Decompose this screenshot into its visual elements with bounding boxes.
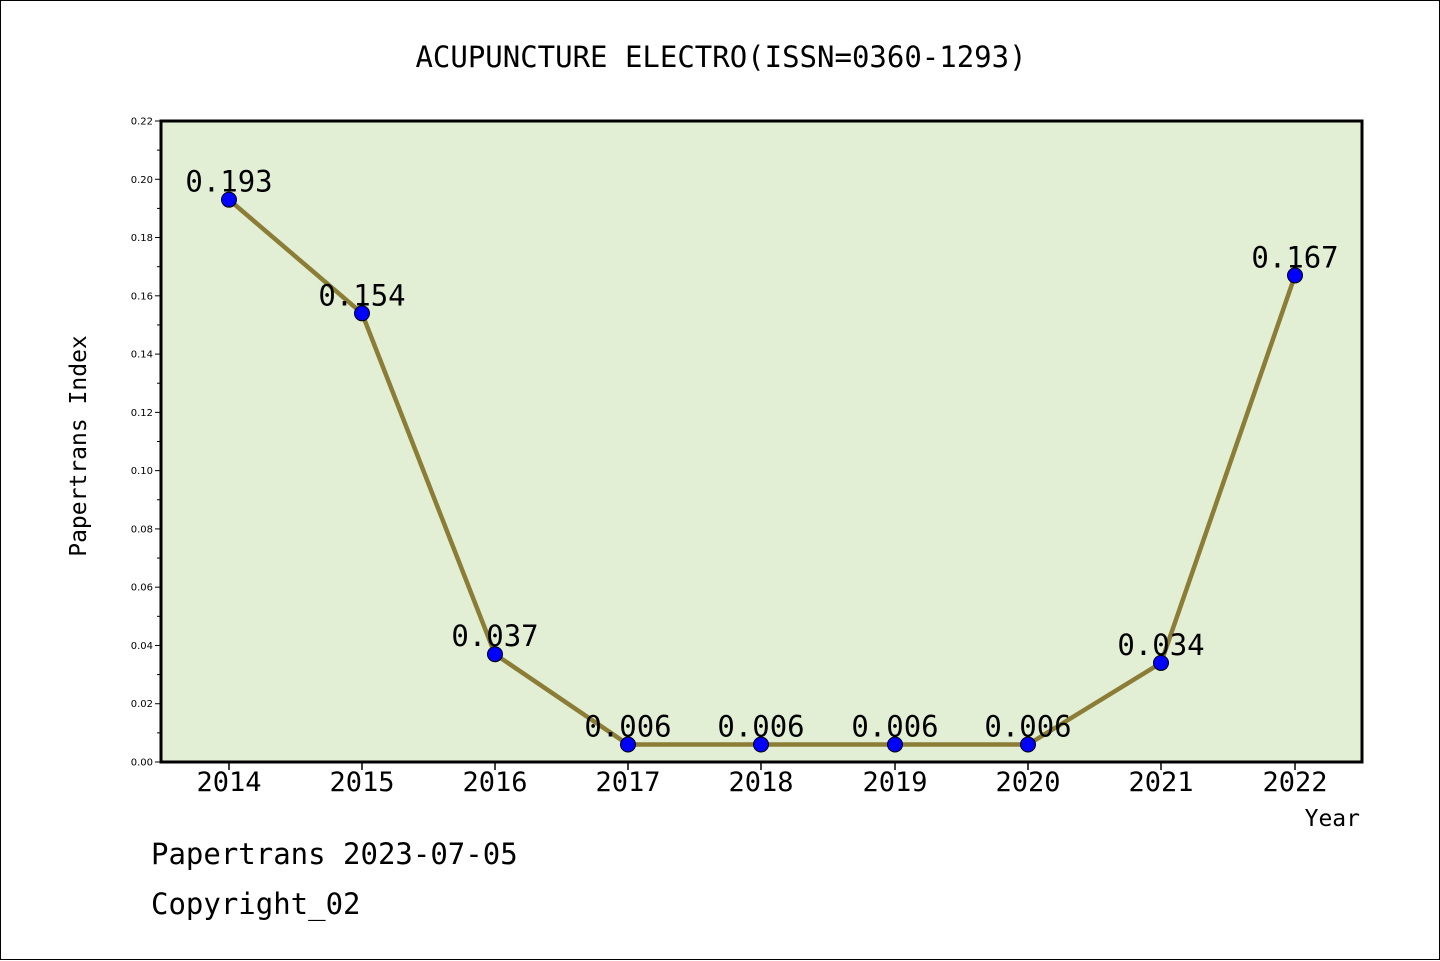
y-tick-label: 0.06 [131,583,153,594]
y-tick-label: 0.12 [131,408,153,419]
footer-copyright: Copyright_02 [151,887,361,921]
data-label-2017: 0.006 [584,710,671,744]
plot-area [159,119,1364,764]
data-label-2019: 0.006 [851,710,938,744]
y-tick-label: 0.08 [131,524,153,535]
x-axis-label: Year [1305,806,1360,832]
x-tick-label: 2020 [995,767,1060,798]
data-point-2016 [487,646,503,663]
data-point-2021 [1153,654,1169,671]
y-tick-label: 0.20 [131,175,153,186]
y-tick-label: 0.22 [131,117,153,128]
data-label-2022: 0.167 [1251,240,1338,274]
data-point-2018 [753,736,769,753]
y-axis: 0.00 0.02 0.04 0.06 0.08 0.10 0.12 0.14 0.16 0.18… [131,117,161,769]
y-tick-label: 0.16 [131,291,153,302]
x-tick-label: 2021 [1128,767,1193,798]
x-tick-label: 2019 [862,767,927,798]
data-point-2015 [354,305,370,322]
x-axis: 2014 2015 2016 2017 2018 2019 2020 2021 2022 [196,762,1328,798]
x-tick-label: 2015 [329,767,394,798]
data-point-2017 [620,736,636,753]
x-tick-label: 2016 [462,767,527,798]
chart-title: ACUPUNCTURE ELECTRO(ISSN=0360-1293) [415,40,1026,74]
x-tick-label: 2014 [196,767,261,798]
y-tick-label: 0.02 [131,699,153,710]
x-tick-label: 2017 [595,767,660,798]
y-tick-label: 0.14 [131,350,153,361]
x-tick-label: 2018 [728,767,793,798]
series-layer: 0.193 0.154 0.037 0.006 0.006 0.006 0.006 0.034… [185,165,1339,753]
footer-date: Papertrans 2023-07-05 [151,837,518,871]
data-label-2014: 0.193 [185,165,272,199]
data-point-2014 [221,191,237,208]
data-label-2021: 0.034 [1117,628,1204,662]
y-tick-label: 0.18 [131,233,153,244]
data-point-2020 [1020,736,1036,753]
x-tick-label: 2022 [1262,767,1327,798]
y-tick-label: 0.10 [131,466,153,477]
data-label-2020: 0.006 [984,710,1071,744]
data-label-2015: 0.154 [318,278,405,312]
y-tick-label: 0.00 [131,758,153,769]
data-label-2018: 0.006 [717,710,804,744]
y-tick-label: 0.04 [131,641,153,652]
data-point-2022 [1287,267,1303,284]
data-label-2016: 0.037 [451,619,538,653]
y-axis-label: Papertrans Index [66,335,92,557]
data-point-2019 [887,736,903,753]
